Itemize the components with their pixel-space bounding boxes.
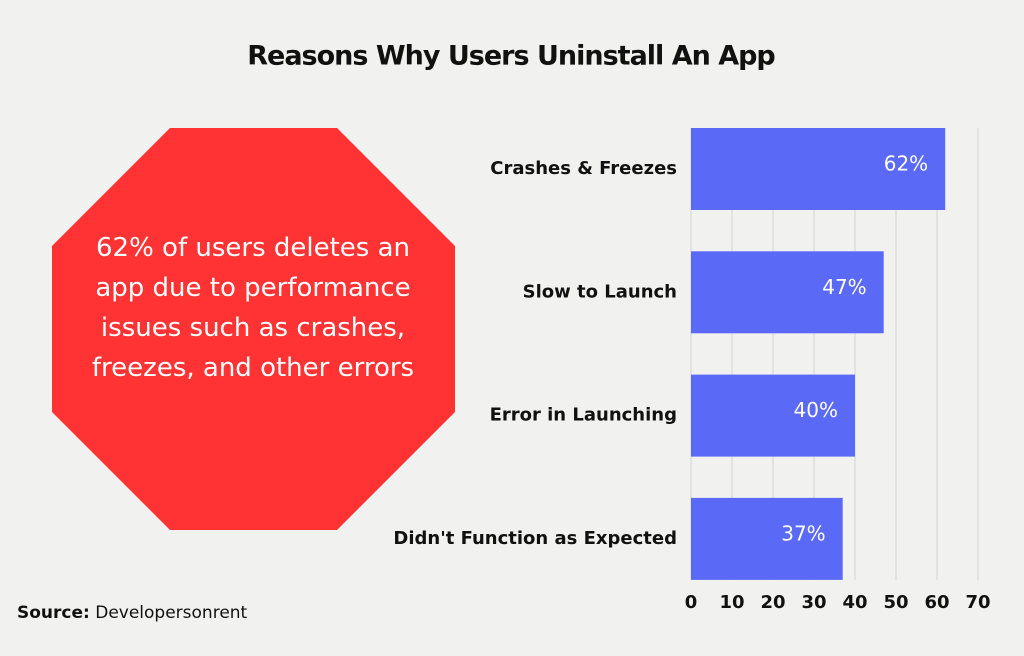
annotation: 62% of users deletes an app due to perfo… <box>91 233 415 383</box>
x-tick-label: 60 <box>924 592 949 613</box>
category-label: Error in Launching <box>490 405 677 426</box>
x-tick-label: 20 <box>760 592 785 613</box>
bar <box>691 374 855 457</box>
x-tick-label: 10 <box>719 592 744 613</box>
value-label: 47% <box>822 275 866 299</box>
value-label: 40% <box>794 398 838 422</box>
octagon <box>52 128 455 530</box>
bar <box>691 128 946 210</box>
bar <box>691 497 843 580</box>
source-label: Source: <box>17 603 90 623</box>
value-label: 62% <box>884 152 928 176</box>
x-tick-label: 30 <box>801 592 826 613</box>
source-text: Developersonrent <box>95 603 248 623</box>
category-label: Slow to Launch <box>523 281 677 302</box>
category-label: Didn't Function as Expected <box>393 528 677 549</box>
bar <box>691 251 884 334</box>
chart-title: Reasons Why Users Uninstall An App <box>247 41 775 72</box>
x-tick-label: 50 <box>883 592 908 613</box>
category-label: Crashes & Freezes <box>490 158 677 179</box>
value-label: 37% <box>781 521 825 545</box>
x-tick-label: 0 <box>685 592 698 613</box>
source: Source: Developersonrent <box>17 603 247 623</box>
x-tick-label: 70 <box>965 592 990 613</box>
x-tick-label: 40 <box>842 592 867 613</box>
